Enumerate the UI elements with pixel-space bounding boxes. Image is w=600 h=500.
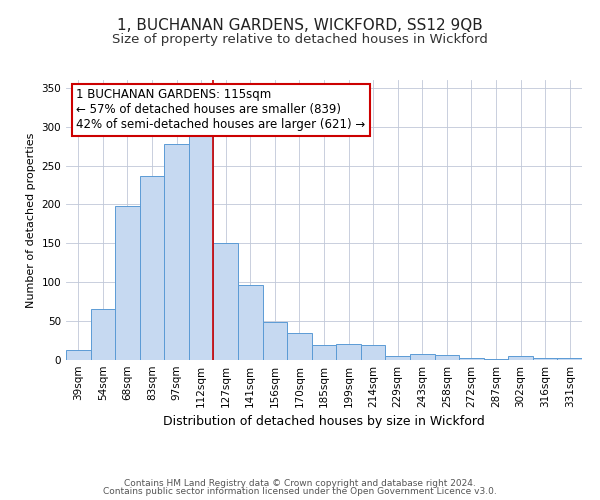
Bar (263, 322, 287, 360)
Bar (336, 344, 361, 360)
Text: 1 BUCHANAN GARDENS: 115sqm
← 57% of detached houses are smaller (839)
42% of sem: 1 BUCHANAN GARDENS: 115sqm ← 57% of deta… (76, 88, 365, 132)
Bar (189, 134, 214, 360)
Bar (287, 333, 312, 360)
Text: 1, BUCHANAN GARDENS, WICKFORD, SS12 9QB: 1, BUCHANAN GARDENS, WICKFORD, SS12 9QB (117, 18, 483, 32)
Bar (115, 206, 140, 360)
Bar (214, 244, 238, 360)
Bar (66, 350, 91, 360)
Bar (238, 284, 263, 360)
Bar (533, 358, 557, 360)
Bar (557, 358, 582, 360)
Bar (164, 144, 189, 360)
Bar (312, 345, 336, 360)
Bar (410, 354, 434, 360)
Bar (508, 356, 533, 360)
Text: Size of property relative to detached houses in Wickford: Size of property relative to detached ho… (112, 32, 488, 46)
Bar (385, 356, 410, 360)
Text: Contains public sector information licensed under the Open Government Licence v3: Contains public sector information licen… (103, 487, 497, 496)
Bar (484, 359, 508, 360)
Bar (91, 310, 115, 360)
Bar (459, 358, 484, 360)
Bar (361, 345, 385, 360)
Y-axis label: Number of detached properties: Number of detached properties (26, 132, 36, 308)
Bar (140, 176, 164, 360)
Text: Contains HM Land Registry data © Crown copyright and database right 2024.: Contains HM Land Registry data © Crown c… (124, 478, 476, 488)
X-axis label: Distribution of detached houses by size in Wickford: Distribution of detached houses by size … (163, 416, 485, 428)
Bar (434, 354, 459, 360)
